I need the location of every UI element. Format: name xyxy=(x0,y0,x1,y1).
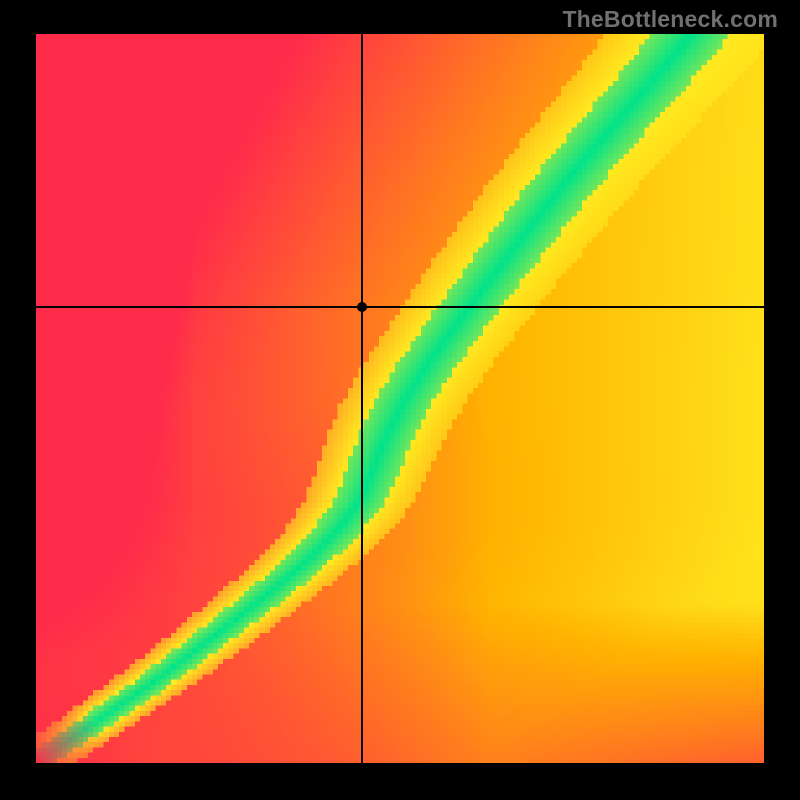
bottleneck-heatmap xyxy=(36,34,764,763)
crosshair-vertical xyxy=(361,34,363,763)
crosshair-horizontal xyxy=(36,306,764,308)
watermark-text: TheBottleneck.com xyxy=(562,6,778,33)
